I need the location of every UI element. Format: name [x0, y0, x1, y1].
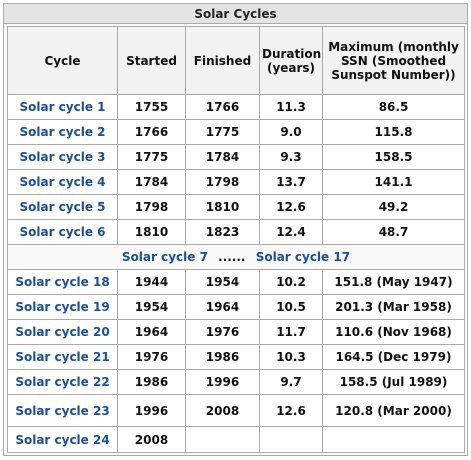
finished-cell: 1954 [185, 269, 260, 295]
duration-cell: 10.2 [259, 269, 323, 295]
started-cell: 1944 [117, 269, 186, 295]
duration-cell: 10.3 [259, 344, 323, 370]
maximum-cell: 201.3 (Mar 1958) [322, 294, 465, 320]
duration-cell: 13.7 [259, 169, 323, 195]
finished-cell: 1766 [185, 94, 260, 120]
finished-cell: 1823 [185, 219, 260, 245]
table-row: Solar cycle 23 1996 2008 12.6 120.8 (Mar… [7, 394, 465, 427]
gap-dots: ...... [218, 250, 246, 264]
started-cell: 1964 [117, 319, 186, 345]
table-row: Solar cycle 5 1798 1810 12.6 49.2 [7, 194, 465, 220]
maximum-cell: 120.8 (Mar 2000) [322, 394, 465, 427]
cycle-link[interactable]: Solar cycle 19 [7, 294, 118, 320]
started-cell: 1784 [117, 169, 186, 195]
duration-cell: 10.5 [259, 294, 323, 320]
cycle-link[interactable]: Solar cycle 20 [7, 319, 118, 345]
maximum-cell: 141.1 [322, 169, 465, 195]
cycle-link[interactable]: Solar cycle 24 [7, 426, 118, 453]
cycle-link[interactable]: Solar cycle 21 [7, 344, 118, 370]
omitted-cycles-row: Solar cycle 7 ...... Solar cycle 17 [7, 244, 465, 270]
finished-cell: 1986 [185, 344, 260, 370]
header-duration: Duration (years) [259, 26, 323, 95]
maximum-cell: 164.5 (Dec 1979) [322, 344, 465, 370]
started-cell: 1755 [117, 94, 186, 120]
started-cell: 1976 [117, 344, 186, 370]
table-row: Solar cycle 4 1784 1798 13.7 141.1 [7, 169, 465, 195]
started-cell: 1810 [117, 219, 186, 245]
maximum-cell: 110.6 (Nov 1968) [322, 319, 465, 345]
maximum-cell: 158.5 (Jul 1989) [322, 369, 465, 395]
started-cell: 1986 [117, 369, 186, 395]
table-row: Solar cycle 18 1944 1954 10.2 151.8 (May… [7, 269, 465, 295]
maximum-cell: 49.2 [322, 194, 465, 220]
duration-cell: 12.4 [259, 219, 323, 245]
maximum-cell: 48.7 [322, 219, 465, 245]
cycle-link[interactable]: Solar cycle 23 [7, 394, 118, 427]
gap-to-link[interactable]: Solar cycle 17 [255, 250, 351, 264]
started-cell: 1798 [117, 194, 186, 220]
finished-cell [185, 426, 260, 453]
finished-cell: 1810 [185, 194, 260, 220]
table-caption: Solar Cycles [4, 4, 467, 24]
duration-cell [259, 426, 323, 453]
started-cell: 1954 [117, 294, 186, 320]
maximum-cell: 115.8 [322, 119, 465, 145]
finished-cell: 1784 [185, 144, 260, 170]
maximum-cell: 158.5 [322, 144, 465, 170]
maximum-cell [322, 426, 465, 453]
finished-cell: 1976 [185, 319, 260, 345]
cycle-link[interactable]: Solar cycle 1 [7, 94, 118, 120]
finished-cell: 1964 [185, 294, 260, 320]
maximum-cell: 86.5 [322, 94, 465, 120]
cycle-link[interactable]: Solar cycle 2 [7, 119, 118, 145]
duration-cell: 9.7 [259, 369, 323, 395]
table-row: Solar cycle 22 1986 1996 9.7 158.5 (Jul … [7, 369, 465, 395]
finished-cell: 1798 [185, 169, 260, 195]
gap-from-link[interactable]: Solar cycle 7 [121, 250, 208, 264]
duration-cell: 9.0 [259, 119, 323, 145]
table-row: Solar cycle 19 1954 1964 10.5 201.3 (Mar… [7, 294, 465, 320]
started-cell: 1766 [117, 119, 186, 145]
cycle-link[interactable]: Solar cycle 5 [7, 194, 118, 220]
cycle-link[interactable]: Solar cycle 3 [7, 144, 118, 170]
table-row: Solar cycle 1 1755 1766 11.3 86.5 [7, 94, 465, 120]
finished-cell: 1775 [185, 119, 260, 145]
duration-cell: 11.3 [259, 94, 323, 120]
started-cell: 1775 [117, 144, 186, 170]
finished-cell: 2008 [185, 394, 260, 427]
duration-cell: 12.6 [259, 394, 323, 427]
table-row: Solar cycle 21 1976 1986 10.3 164.5 (Dec… [7, 344, 465, 370]
header-started: Started [117, 26, 186, 95]
table-row: Solar cycle 2 1766 1775 9.0 115.8 [7, 119, 465, 145]
table-row: Solar cycle 20 1964 1976 11.7 110.6 (Nov… [7, 319, 465, 345]
omitted-cycles-cell: Solar cycle 7 ...... Solar cycle 17 [7, 244, 465, 270]
table-row: Solar cycle 3 1775 1784 9.3 158.5 [7, 144, 465, 170]
table-row: Solar cycle 6 1810 1823 12.4 48.7 [7, 219, 465, 245]
header-finished: Finished [185, 26, 260, 95]
header-row: Cycle Started Finished Duration (years) … [7, 26, 465, 95]
header-cycle: Cycle [7, 26, 118, 95]
finished-cell: 1996 [185, 369, 260, 395]
started-cell: 2008 [117, 426, 186, 453]
cycle-link[interactable]: Solar cycle 6 [7, 219, 118, 245]
cycle-link[interactable]: Solar cycle 4 [7, 169, 118, 195]
header-maximum: Maximum (monthly SSN (Smoothed Sunspot N… [322, 26, 465, 95]
started-cell: 1996 [117, 394, 186, 427]
duration-cell: 12.6 [259, 194, 323, 220]
cycle-link[interactable]: Solar cycle 22 [7, 369, 118, 395]
duration-cell: 11.7 [259, 319, 323, 345]
table-row: Solar cycle 24 2008 [7, 426, 465, 453]
duration-cell: 9.3 [259, 144, 323, 170]
maximum-cell: 151.8 (May 1947) [322, 269, 465, 295]
cycle-link[interactable]: Solar cycle 18 [7, 269, 118, 295]
solar-cycles-table-container: Solar Cycles Cycle Started Finished Dura… [3, 3, 468, 456]
solar-cycles-table: Cycle Started Finished Duration (years) … [7, 26, 465, 453]
